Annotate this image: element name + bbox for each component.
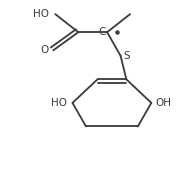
Text: C: C (99, 27, 106, 37)
Text: OH: OH (155, 98, 171, 108)
Text: HO: HO (51, 98, 67, 108)
Text: S: S (123, 51, 130, 61)
Text: HO: HO (34, 9, 50, 19)
Text: O: O (40, 45, 49, 55)
